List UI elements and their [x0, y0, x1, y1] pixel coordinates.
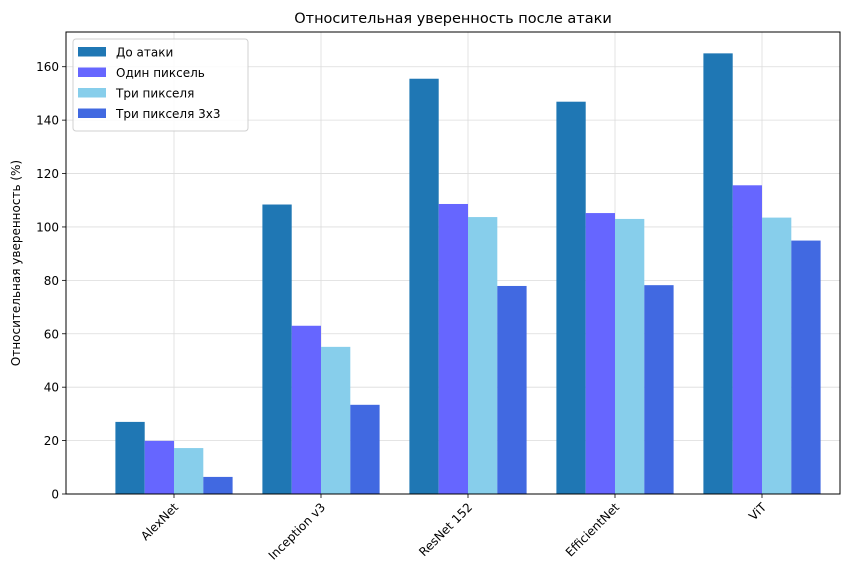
- legend-box: [72, 38, 249, 132]
- legend-label: До атаки: [116, 46, 173, 60]
- axes-frame: [65, 31, 841, 495]
- y-tick-label: 120: [36, 167, 59, 181]
- y-tick-label: 40: [44, 381, 59, 395]
- y-tick-label: 60: [44, 327, 59, 341]
- legend-swatch: [78, 108, 106, 118]
- bar: [468, 217, 498, 494]
- x-axis: AlexNet Inception v3 ResNet 152 EfficientNe…: [138, 494, 770, 563]
- y-tick-label: 140: [36, 114, 59, 128]
- x-tick-label: EfficientNet: [563, 500, 623, 560]
- legend: До атаки Один пиксель Три пикселя Три пиксе…: [72, 38, 249, 132]
- x-tick-label: ViT: [746, 500, 770, 524]
- bar: [732, 185, 762, 495]
- bar: [174, 448, 204, 494]
- bar: [644, 285, 674, 494]
- legend-swatch: [78, 88, 106, 98]
- bar: [438, 203, 468, 494]
- y-axis-label: Относительная уверенность (%): [9, 160, 23, 366]
- bar: [615, 218, 645, 495]
- bar: [703, 53, 733, 494]
- bar: [585, 213, 615, 494]
- y-axis: 0 20 40 60 80 100 120 140 160: [36, 60, 66, 502]
- bars: [115, 53, 821, 495]
- legend-label: Три пикселя 3x3: [115, 107, 221, 121]
- y-tick-label: 100: [36, 220, 59, 234]
- bar: [321, 346, 351, 494]
- y-tick-label: 0: [51, 488, 59, 502]
- legend-label: Один пиксель: [116, 66, 205, 80]
- legend-swatch: [78, 67, 106, 77]
- bar: [791, 240, 821, 494]
- bar: [350, 404, 380, 494]
- bar: [115, 421, 145, 494]
- legend-swatch: [78, 47, 106, 57]
- y-tick-label: 160: [36, 60, 59, 74]
- bar: [556, 101, 586, 495]
- bar: [497, 285, 527, 494]
- bar: [762, 217, 792, 495]
- bar: [262, 204, 292, 494]
- x-tick-label: AlexNet: [138, 500, 181, 543]
- y-tick-label: 20: [44, 434, 59, 448]
- bar: [409, 78, 439, 494]
- x-tick-label: ResNet 152: [416, 500, 475, 559]
- legend-label: Три пикселя: [115, 87, 194, 101]
- bar: [144, 440, 174, 494]
- x-tick-label: Inception v3: [266, 500, 328, 562]
- bar: [203, 476, 233, 494]
- y-tick-label: 80: [44, 274, 59, 288]
- bar: [291, 325, 321, 494]
- chart-title: Относительная уверенность после атаки: [294, 11, 612, 27]
